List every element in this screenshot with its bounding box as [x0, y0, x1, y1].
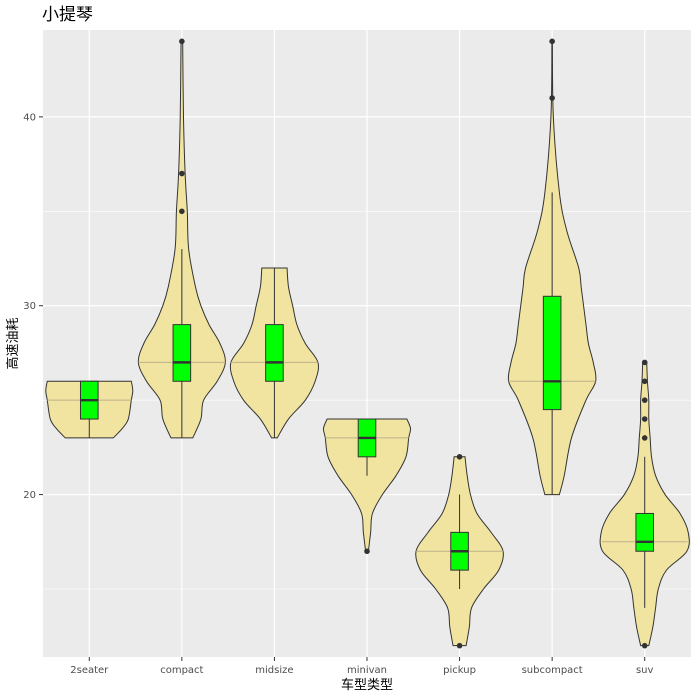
box-midsize — [265, 324, 284, 382]
x-tick-label-subcompact: subcompact — [522, 665, 583, 676]
violin-group-midsize — [229, 267, 319, 439]
x-tick-label-minivan: minivan — [347, 665, 387, 676]
outlier-point — [456, 454, 463, 460]
outlier-point — [641, 359, 648, 366]
x-tick-label-2seater: 2seater — [70, 665, 109, 676]
x-axis: 2seater compact midsize minivan pickup subcom… — [70, 657, 654, 676]
violin-group-2seater — [45, 380, 134, 439]
outlier-point — [641, 416, 648, 422]
outlier-point — [179, 170, 185, 177]
x-axis-label: 车型类型 — [341, 677, 393, 693]
y-tick-label: 30 — [23, 301, 36, 312]
outlier-point — [641, 642, 648, 649]
x-tick-label-suv: suv — [636, 665, 654, 676]
violin-group-compact — [137, 38, 226, 439]
y-axis: 20 30 40 — [23, 112, 43, 501]
violins — [45, 38, 690, 649]
violin-minivan — [322, 418, 412, 552]
violin-group-suv — [599, 359, 690, 649]
outlier-point — [179, 38, 185, 45]
outlier-point — [179, 208, 185, 215]
violin-group-minivan — [322, 418, 412, 555]
violin-group-pickup — [415, 454, 504, 649]
outlier-point — [641, 435, 648, 441]
y-tick-label: 20 — [23, 490, 36, 501]
x-tick-label-midsize: midsize — [255, 665, 293, 676]
x-tick-label-compact: compact — [160, 665, 203, 676]
box-compact — [172, 324, 192, 382]
outlier-point — [456, 642, 463, 649]
violin-group-subcompact — [507, 38, 597, 496]
y-axis-label: 高速油耗 — [5, 317, 21, 369]
chart-title: 小提琴 — [42, 5, 93, 25]
x-tick-label-pickup: pickup — [443, 665, 476, 676]
box-suv — [635, 512, 655, 552]
y-tick-label: 40 — [23, 112, 36, 123]
outlier-point — [641, 397, 648, 403]
outlier-point — [641, 378, 648, 385]
outlier-point — [364, 548, 370, 555]
box-subcompact — [542, 295, 562, 411]
outlier-point — [549, 38, 555, 45]
outlier-point — [549, 95, 555, 101]
